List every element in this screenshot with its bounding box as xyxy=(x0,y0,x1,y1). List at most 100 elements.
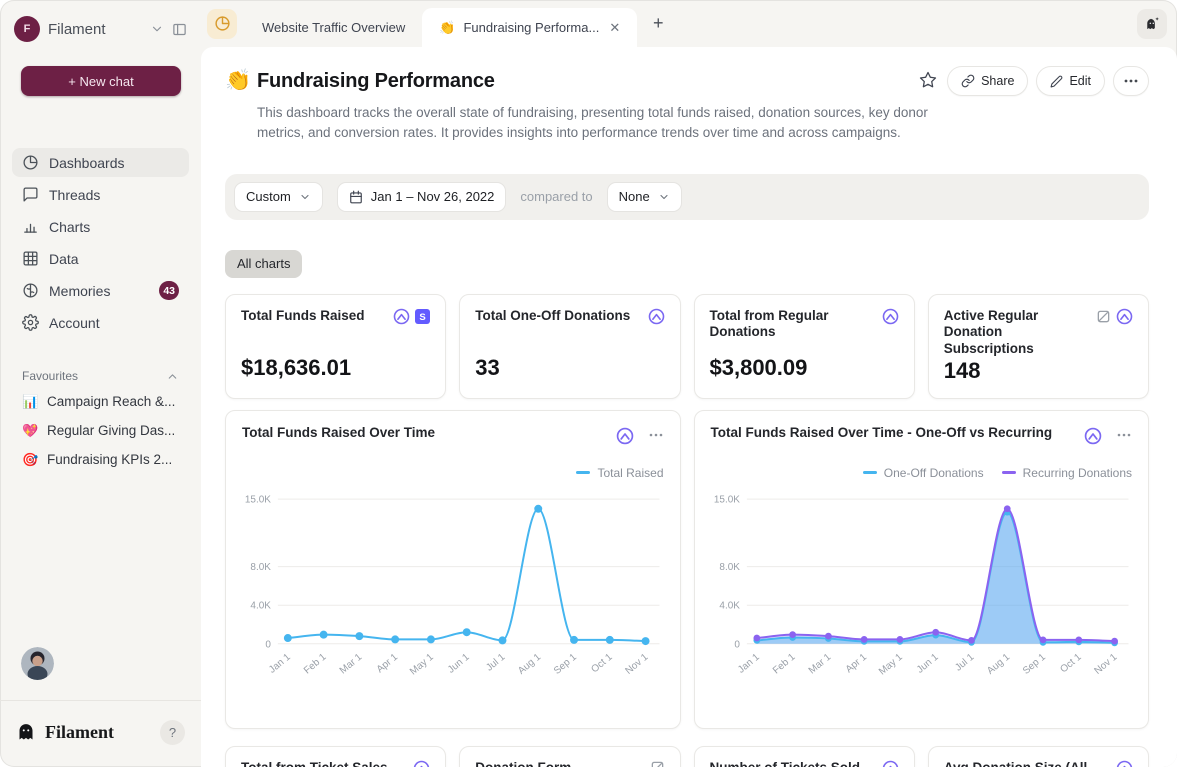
date-range-type-dropdown[interactable]: Custom xyxy=(234,181,323,212)
svg-text:Aug 1: Aug 1 xyxy=(985,651,1012,676)
all-charts-filter-button[interactable]: All charts xyxy=(225,249,303,278)
stat-card-regular-donations: Total from Regular Donations $3,800.09 xyxy=(693,293,915,399)
chevron-down-icon[interactable] xyxy=(150,22,164,36)
ellipsis-icon xyxy=(1124,79,1138,83)
svg-text:Mar 1: Mar 1 xyxy=(806,651,833,676)
new-tab-button[interactable]: + xyxy=(643,9,673,39)
disconnected-source-icon xyxy=(651,761,663,767)
star-icon xyxy=(919,71,937,87)
sidebar-item-label: Threads xyxy=(49,186,101,203)
workspace-switcher[interactable]: F Filament xyxy=(0,14,201,44)
comparison-value: None xyxy=(618,189,650,204)
ellipsis-icon xyxy=(649,433,662,436)
svg-text:S: S xyxy=(420,312,426,323)
sidebar-item-data[interactable]: Data xyxy=(12,244,189,273)
svg-text:May 1: May 1 xyxy=(408,651,436,677)
favourite-item-label: Regular Giving Das... xyxy=(47,423,176,438)
svg-text:Nov 1: Nov 1 xyxy=(623,651,650,676)
tab-fundraising-performance[interactable]: 👏 Fundraising Performa... ✕ xyxy=(422,8,638,47)
bar-chart-icon xyxy=(24,223,37,233)
workspace-avatar[interactable]: F xyxy=(14,16,40,42)
favourite-star-button[interactable] xyxy=(917,69,939,94)
stat-card-donation-form-conversion: Donation Form Conversion xyxy=(459,745,681,767)
chart-legend: Total Raised xyxy=(242,466,664,480)
disconnected-source-icon xyxy=(1097,310,1110,322)
tab-website-traffic-overview[interactable]: Website Traffic Overview xyxy=(245,8,422,47)
new-chat-button[interactable]: + New chat xyxy=(21,66,181,96)
dashboard-content: 👏 Fundraising Performance Share Edit xyxy=(201,47,1177,767)
close-tab-icon[interactable]: ✕ xyxy=(609,20,621,35)
svg-text:May 1: May 1 xyxy=(877,651,905,677)
table-icon xyxy=(23,251,38,266)
chevron-down-icon xyxy=(660,194,668,199)
gear-icon xyxy=(22,314,39,331)
analytics-source-icon xyxy=(882,308,899,324)
favourite-item-label: Campaign Reach &... xyxy=(47,394,176,409)
sidebar-item-memories[interactable]: Memories 43 xyxy=(12,276,189,305)
svg-text:0: 0 xyxy=(734,639,740,650)
svg-text:Jan 1: Jan 1 xyxy=(736,651,762,675)
favourite-item-campaign-reach[interactable]: 📊 Campaign Reach &... xyxy=(12,387,189,416)
sidebar-item-label: Data xyxy=(49,250,79,267)
ghost-logo-icon xyxy=(19,724,33,740)
sidebar-item-charts[interactable]: Charts xyxy=(12,212,189,241)
assistant-ghost-button[interactable] xyxy=(1137,8,1167,39)
tab-bar: Website Traffic Overview 👏 Fundraising P… xyxy=(201,0,1177,47)
favourites-header[interactable]: Favourites xyxy=(12,365,189,387)
svg-text:15.0K: 15.0K xyxy=(245,494,271,505)
stat-card-title: Number of Tickets Sold xyxy=(709,759,861,767)
sidebar-item-dashboards[interactable]: Dashboards xyxy=(12,148,189,177)
more-options-button[interactable] xyxy=(1113,66,1149,96)
svg-text:Nov 1: Nov 1 xyxy=(1092,651,1119,676)
tab-label: Website Traffic Overview xyxy=(262,20,406,35)
date-range-picker[interactable]: Jan 1 – Nov 26, 2022 xyxy=(336,181,507,212)
analytics-source-icon xyxy=(393,308,410,324)
stat-card-ticket-sales: Total from Ticket Sales xyxy=(225,745,447,767)
user-avatar[interactable] xyxy=(21,647,54,680)
stat-card-title: Avg Donation Size (All xyxy=(943,759,1088,767)
ellipsis-icon xyxy=(1117,433,1131,436)
page-title: Fundraising Performance xyxy=(257,69,495,92)
header-actions: Share Edit xyxy=(917,66,1149,96)
analytics-source-icon xyxy=(1116,308,1133,324)
chevron-up-icon[interactable] xyxy=(166,370,179,383)
comparison-dropdown[interactable]: None xyxy=(606,181,682,212)
help-button[interactable]: ? xyxy=(160,719,185,745)
edit-button[interactable]: Edit xyxy=(1036,66,1105,96)
sidebar-item-account[interactable]: Account xyxy=(12,308,189,337)
legend-swatch xyxy=(1001,471,1016,474)
chart-menu-button[interactable] xyxy=(1116,427,1132,446)
filter-bar: Custom Jan 1 – Nov 26, 2022 compared to … xyxy=(225,173,1149,220)
date-range-value: Jan 1 – Nov 26, 2022 xyxy=(370,189,495,204)
stat-card-value: 33 xyxy=(475,354,500,380)
legend-item: One-Off Donations xyxy=(862,466,984,480)
svg-text:Mar 1: Mar 1 xyxy=(338,651,365,676)
sidebar-toggle-icon[interactable] xyxy=(172,22,187,37)
user-photo xyxy=(21,647,54,680)
legend-item: Total Raised xyxy=(576,466,664,480)
favourite-item-fundraising-kpis[interactable]: 🎯 Fundraising KPIs 2... xyxy=(12,445,189,474)
analytics-source-icon xyxy=(882,760,898,767)
sidebar-item-threads[interactable]: Threads xyxy=(12,180,189,209)
chart-title: Total Funds Raised Over Time - One-Off v… xyxy=(710,424,1053,440)
stripe-icon: S xyxy=(415,308,431,324)
svg-text:Oct 1: Oct 1 xyxy=(589,651,615,675)
pie-chart-icon xyxy=(23,155,38,170)
dashboards-home-button[interactable] xyxy=(207,8,237,39)
favourite-item-label: Fundraising KPIs 2... xyxy=(47,452,173,467)
svg-text:8.0K: 8.0K xyxy=(250,562,271,573)
stat-card-value: $18,636.01 xyxy=(241,354,352,380)
favourite-item-regular-giving[interactable]: 💖 Regular Giving Das... xyxy=(12,416,189,445)
sidebar-item-label: Memories xyxy=(49,282,111,299)
svg-text:15.0K: 15.0K xyxy=(713,494,739,505)
ghost-sparkle-icon xyxy=(1146,17,1159,30)
analytics-source-icon xyxy=(414,760,430,767)
stat-card-total-funds-raised: Total Funds Raised S $18,636.01 xyxy=(225,293,447,399)
stat-card-title: Donation Form Conversion xyxy=(475,759,572,767)
share-button[interactable]: Share xyxy=(947,66,1029,96)
chart-legend: One-Off Donations Recurring Donations xyxy=(711,466,1132,480)
chart-menu-button[interactable] xyxy=(648,427,664,446)
workspace-name: Filament xyxy=(48,20,106,38)
svg-text:Apr 1: Apr 1 xyxy=(843,651,869,675)
